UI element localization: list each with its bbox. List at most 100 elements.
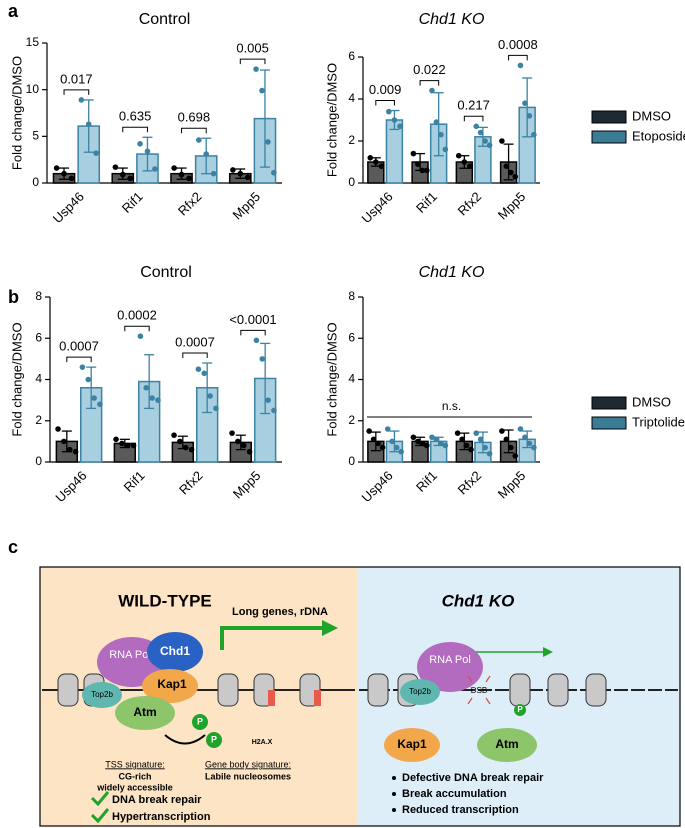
data-point (415, 161, 421, 167)
kap1-label: Kap1 (157, 677, 187, 691)
y-tick-label: 8 (35, 289, 42, 303)
p-value: 0.698 (178, 110, 211, 125)
error-bar (433, 92, 444, 157)
phospho-label: P (517, 705, 523, 714)
error-bar (477, 431, 488, 454)
chd1 (147, 632, 203, 672)
transcription-arrow (220, 626, 325, 650)
data-point (433, 436, 440, 443)
significance-bracket (181, 127, 207, 134)
x-tick-label: Rfx2 (175, 189, 205, 219)
error-bar (522, 77, 533, 138)
phospho (514, 704, 526, 716)
y-tick-label: 15 (26, 35, 40, 49)
y-tick-label: 4 (35, 372, 42, 386)
data-point (265, 397, 271, 403)
data-point (124, 442, 131, 449)
y-tick-label: 8 (348, 289, 355, 303)
p-value: 0.017 (60, 71, 93, 86)
diagram-border (39, 566, 681, 827)
data-point (144, 148, 151, 155)
data-point (442, 442, 449, 449)
data-point (78, 97, 85, 103)
data-point (66, 446, 73, 453)
legend-label: Etoposide (632, 128, 685, 143)
data-point (229, 430, 235, 436)
legend-label: DMSO (632, 394, 671, 409)
data-point (244, 174, 251, 181)
data-point (137, 333, 144, 339)
data-point (366, 428, 372, 434)
data-point (259, 87, 265, 94)
data-point (235, 438, 241, 445)
data-point (246, 448, 253, 455)
panel-label: b (8, 287, 19, 307)
y-tick-label: 0 (348, 175, 355, 189)
data-point (389, 438, 395, 445)
data-point (410, 434, 417, 441)
data-point (384, 426, 391, 432)
p-value: 0.022 (413, 62, 446, 77)
y-tick-label: 0 (35, 454, 42, 468)
data-point (61, 438, 67, 445)
atm-label: Atm (495, 737, 518, 751)
y-tick-label: 10 (26, 82, 40, 96)
data-point (419, 167, 426, 174)
legend-swatch (591, 110, 627, 124)
curved-arrow (164, 734, 206, 745)
data-point (522, 100, 528, 106)
p-value: 0.005 (236, 41, 269, 56)
data-point (386, 108, 392, 115)
data-point (429, 87, 435, 94)
left-title: WILD-TYPE (118, 591, 212, 610)
chd1-label: Chd1 (160, 644, 190, 658)
bullet-text: Defective DNA break repair (402, 772, 544, 784)
y-tick-label: 4 (348, 91, 355, 105)
check (90, 791, 110, 807)
data-point (370, 436, 377, 443)
p-value: 0.0007 (175, 334, 215, 349)
data-point (259, 356, 266, 362)
data-point (512, 453, 519, 459)
data-point (271, 407, 277, 414)
data-point (442, 146, 449, 153)
significance-bracket (239, 58, 266, 65)
data-point (477, 436, 484, 443)
atm-label: Atm (133, 705, 156, 719)
data-point (503, 436, 510, 443)
data-point (508, 444, 514, 451)
kap1 (384, 728, 440, 762)
bullet (392, 808, 396, 812)
error-bar (202, 362, 213, 414)
body-title: Gene body signature: (205, 759, 291, 769)
error-bar (477, 126, 488, 147)
data-point (455, 152, 462, 159)
error-bar (370, 431, 381, 452)
atm (115, 696, 175, 730)
significance-bracket (122, 126, 148, 133)
kap1-label: Kap1 (397, 737, 427, 751)
data-point (203, 151, 210, 157)
x-tick-label: Usp46 (52, 468, 89, 505)
data-point (499, 428, 505, 434)
body-line: Labile nucleosomes (205, 771, 291, 781)
x-tick-label: Usp46 (50, 189, 87, 226)
y-tick-label: 0 (32, 175, 39, 189)
p-value: 0.0008 (498, 37, 538, 52)
panel-label: c (8, 537, 18, 557)
significance-bracket (182, 352, 208, 358)
legend-label: Triptolide (632, 414, 685, 429)
y-axis-label: Fold change/DMSO (324, 322, 339, 436)
top2b (82, 682, 122, 708)
data-point (186, 175, 192, 182)
data-point (271, 169, 277, 176)
x-tick-label: Mpp5 (495, 468, 529, 502)
data-point (137, 141, 143, 147)
data-point (463, 442, 470, 449)
data-point (375, 440, 381, 447)
p-value: 0.217 (457, 98, 490, 113)
x-tick-label: Rfx2 (455, 468, 485, 498)
x-tick-label: Rfx2 (176, 468, 206, 498)
check-text: DNA break repair (112, 794, 202, 806)
tss-line: CG-rich (118, 771, 151, 781)
